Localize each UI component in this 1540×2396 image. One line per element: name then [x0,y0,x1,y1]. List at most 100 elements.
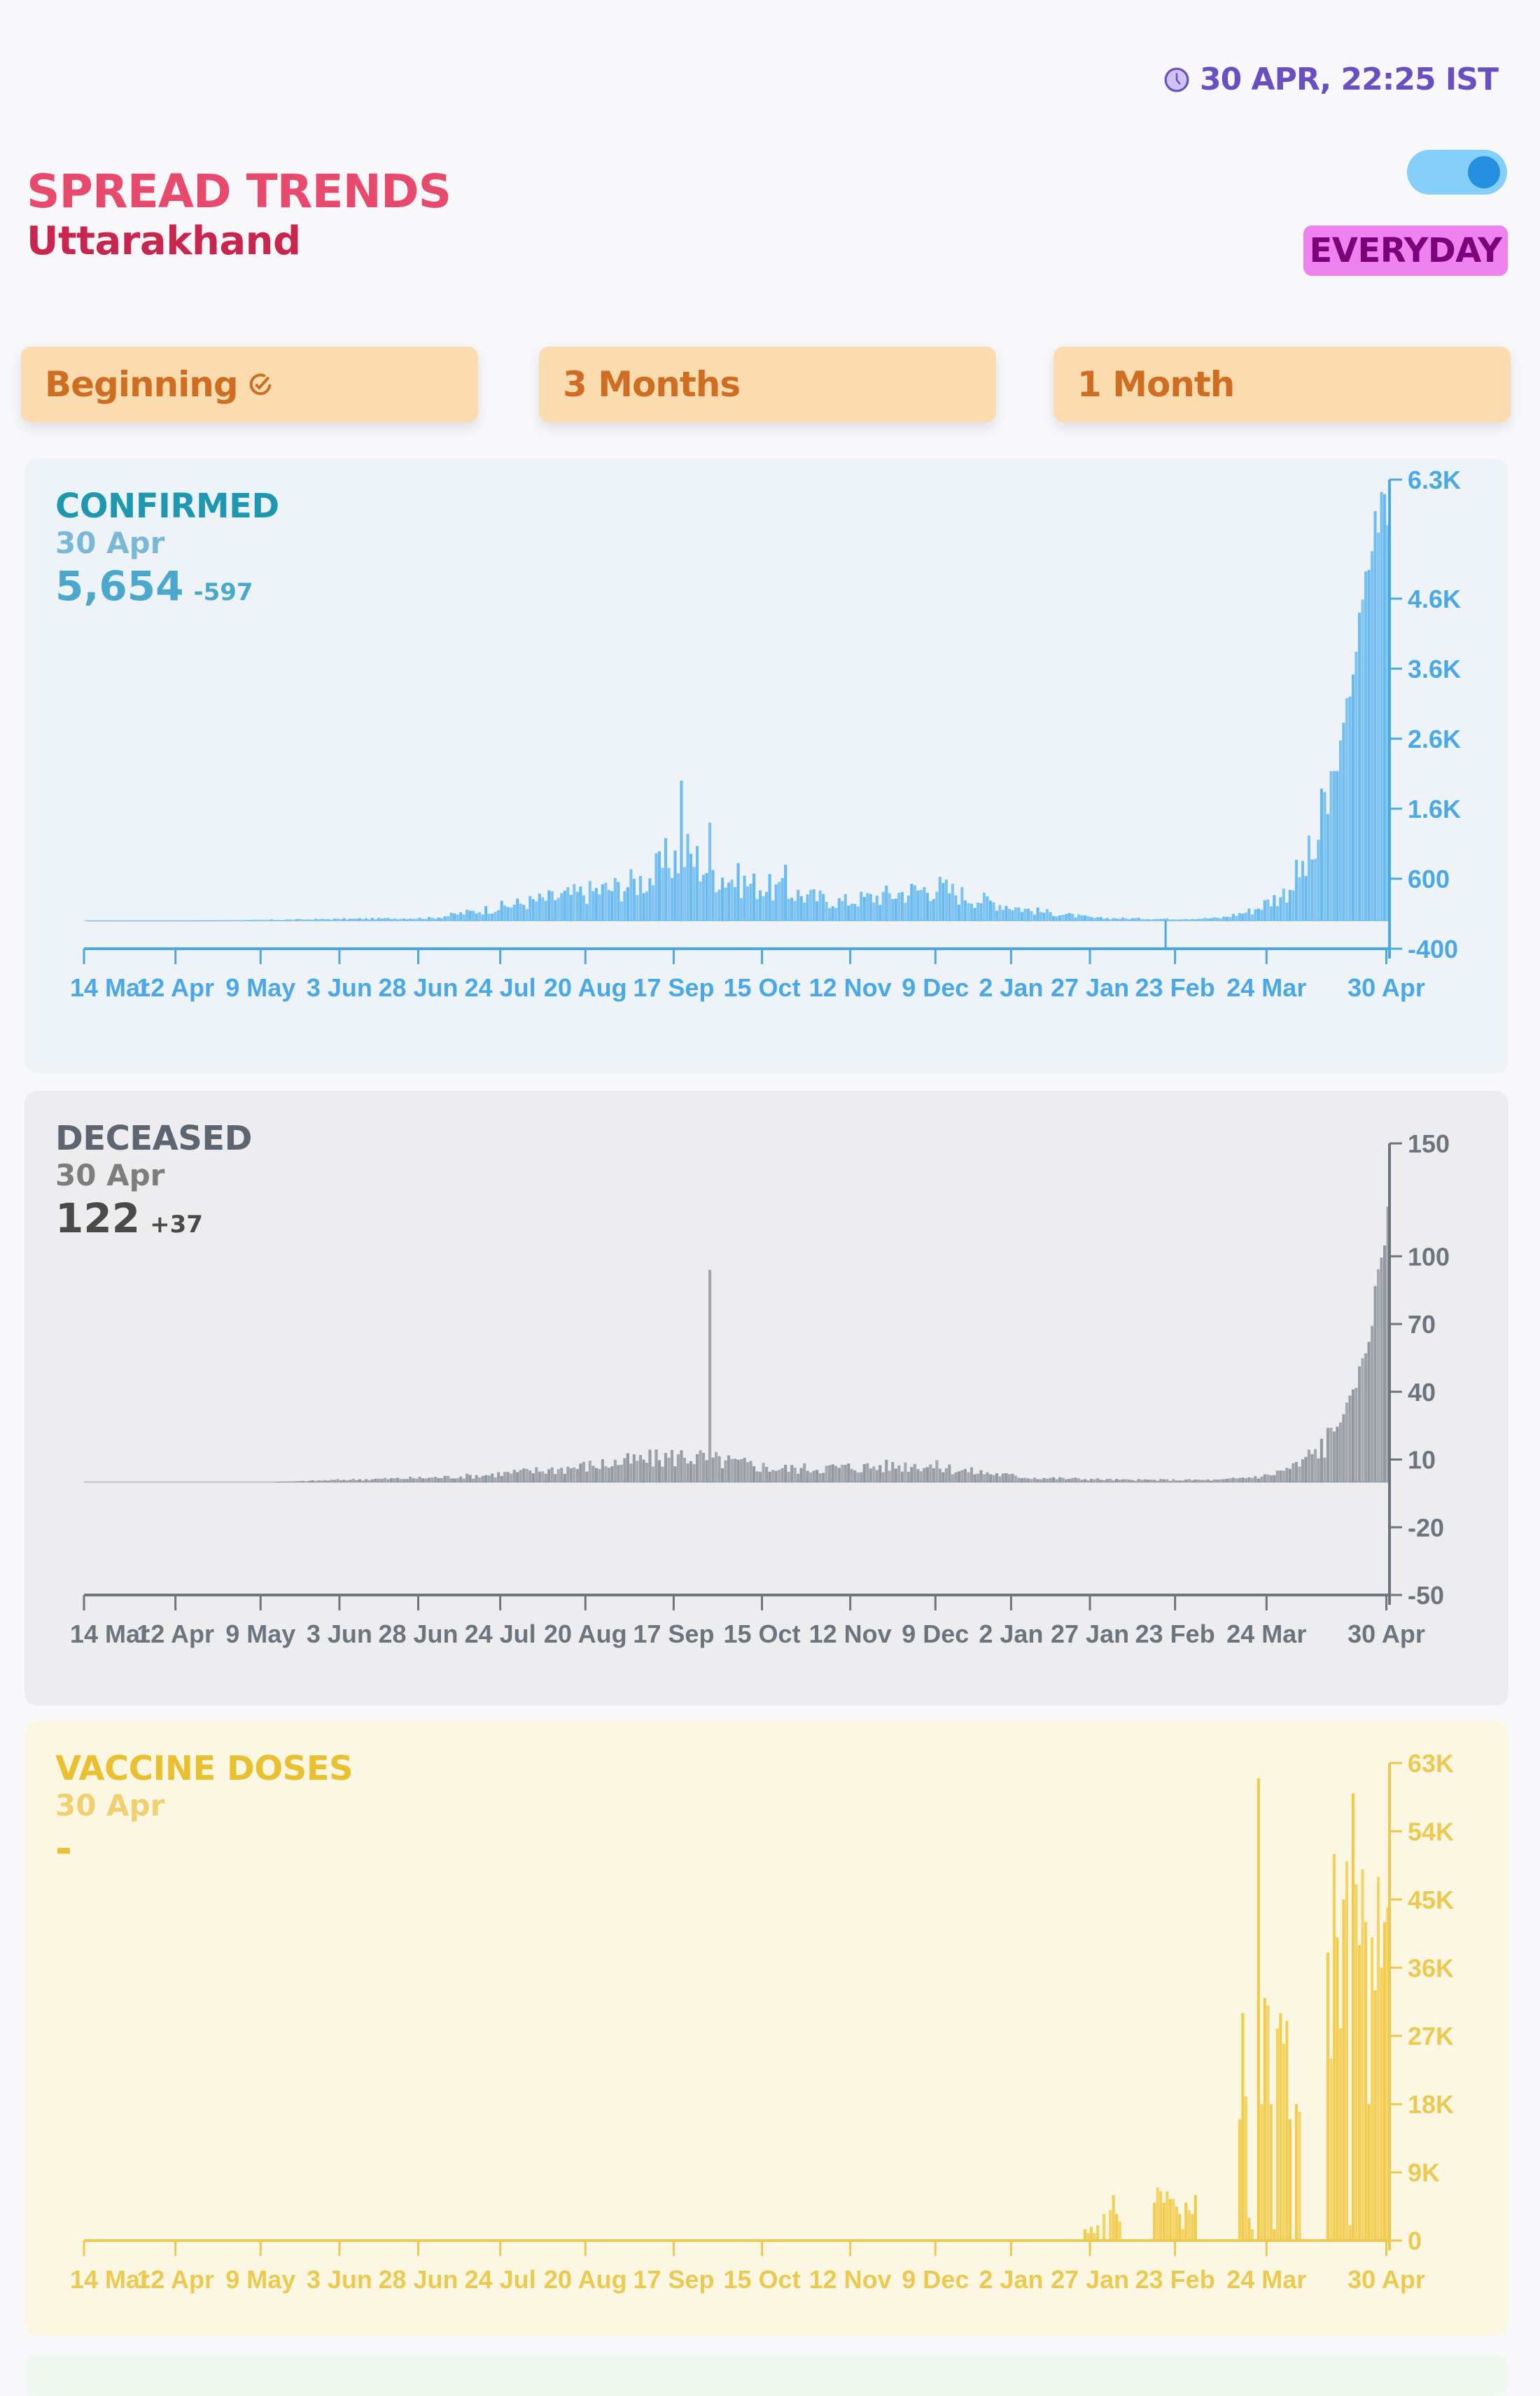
bar-day-288 [992,1475,995,1482]
bar-day-158 [582,1461,585,1482]
x-tick-label: 12 Apr [136,973,214,1002]
check-circle-icon [249,373,272,396]
bar-day-407 [1367,1342,1371,1482]
bar-day-66 [292,919,295,921]
bar-day-151 [560,1468,564,1482]
bar-day-245 [856,1472,860,1482]
mode-badge-everyday[interactable]: EVERYDAY [1303,225,1508,276]
range-button-1-month[interactable]: 1 Month [1054,347,1511,422]
bar-day-304 [1042,912,1046,921]
bar-day-150 [556,898,560,921]
card-date: 30 Apr [55,1158,165,1192]
bar-day-258 [897,893,901,921]
confirmed-chart-card[interactable]: 14 Mar 12 Apr 9 May 3 Jun 28 Jun 24 Jul 20 Aug… [24,459,1508,1073]
bar-day-152 [563,891,566,921]
bar-day-78 [330,919,333,921]
bar-day-112 [437,1478,440,1482]
bar-day-113 [440,918,444,921]
bar-day-219 [774,1470,778,1482]
bar-day-332 [1130,918,1134,921]
bar-day-396 [1332,1431,1336,1482]
x-tick-label: 17 Sep [633,2265,714,2294]
bar-day-372 [1256,1478,1260,1482]
bar-day-109 [428,917,431,921]
bar-day-217 [768,1471,771,1482]
bar-day-355 [1203,1479,1207,1482]
bar-day-73 [314,1481,318,1482]
bar-day-328 [1118,919,1121,921]
bar-day-232 [816,901,819,921]
x-tick-label: 20 Aug [544,1620,627,1648]
x-tick-label: 28 Jun [378,1620,458,1648]
range-button-beginning[interactable]: Beginning [21,347,478,422]
bar-day-310 [1061,1477,1065,1482]
bar-day-246 [860,1472,863,1482]
vaccine-doses-chart-card[interactable]: 14 Mar 12 Apr 9 May 3 Jun 28 Jun 24 Jul 20 Aug… [24,1721,1508,2336]
bar-day-177 [642,1459,645,1482]
deceased-chart-card[interactable]: 14 Mar 12 Apr 9 May 3 Jun 28 Jun 24 Jul 20 Aug… [24,1091,1508,1706]
bar-day-62 [279,1482,283,1483]
bar-day-114 [443,1475,447,1482]
x-tick-label: 3 Jun [307,973,372,1002]
bar-day-93 [377,917,381,921]
range-button-3-months[interactable]: 3 Months [539,347,996,422]
bar-day-260 [904,1462,907,1482]
bar-day-349 [1184,1479,1188,1482]
bar-day-405 [1361,1869,1364,2241]
bar-day-253 [881,1472,885,1482]
bar-day-220 [778,1470,781,1482]
x-tick-label: 23 Feb [1135,1620,1215,1648]
bar-day-352 [1194,1479,1197,1482]
bar-day-68 [298,1481,302,1482]
bar-day-409 [1373,1990,1377,2241]
bar-day-368 [1244,912,1247,921]
bar-day-170 [620,901,623,921]
bar-day-243 [850,903,853,921]
bar-day-388 [1307,1449,1311,1482]
bar-day-226 [797,1473,800,1482]
bar-day-81 [339,1480,343,1482]
bar-day-199 [711,870,715,921]
bar-day-397 [1336,771,1339,921]
bar-day-93 [377,1478,381,1482]
bar-day-178 [645,891,649,921]
x-tick-label: 27 Jan [1051,2265,1129,2294]
bar-day-327 [1115,2214,1119,2241]
bar-day-94 [380,1479,384,1482]
bar-day-360 [1219,918,1222,921]
bar-day-379 [1279,2013,1282,2241]
bar-day-321 [1096,917,1100,921]
bar-day-281 [969,1467,974,1482]
bar-day-117 [453,913,456,921]
bar-day-322 [1099,917,1102,921]
bar-day-375 [1266,2005,1270,2241]
bar-day-315 [1077,914,1081,921]
bar-day-348 [1181,919,1184,921]
bar-day-307 [1052,916,1056,921]
bar-day-285 [982,1474,986,1482]
bar-day-225 [793,1468,797,1482]
x-tick-label: 24 Mar [1226,1620,1306,1648]
bar-day-62 [279,920,283,921]
bar-day-57 [263,919,267,921]
bar-day-142 [531,899,535,921]
bar-day-123 [472,1478,475,1482]
bar-day-299 [1026,908,1030,921]
bar-day-336 [1143,1479,1147,1482]
x-tick-label: 9 Dec [902,973,969,1002]
bar-day-166 [607,890,610,921]
bar-day-326 [1112,2195,1115,2241]
x-tick-label: 12 Apr [136,2265,214,2294]
bar-day-248 [866,893,869,921]
scale-toggle[interactable] [1407,150,1507,195]
bar-day-310 [1061,914,1065,921]
bar-day-69 [301,919,304,921]
region-name: Uttarakhand [27,218,301,264]
bar-day-402 [1351,1793,1355,2241]
bar-day-276 [954,895,958,921]
bar-day-241 [844,893,847,921]
bar-day-321 [1096,2225,1100,2241]
